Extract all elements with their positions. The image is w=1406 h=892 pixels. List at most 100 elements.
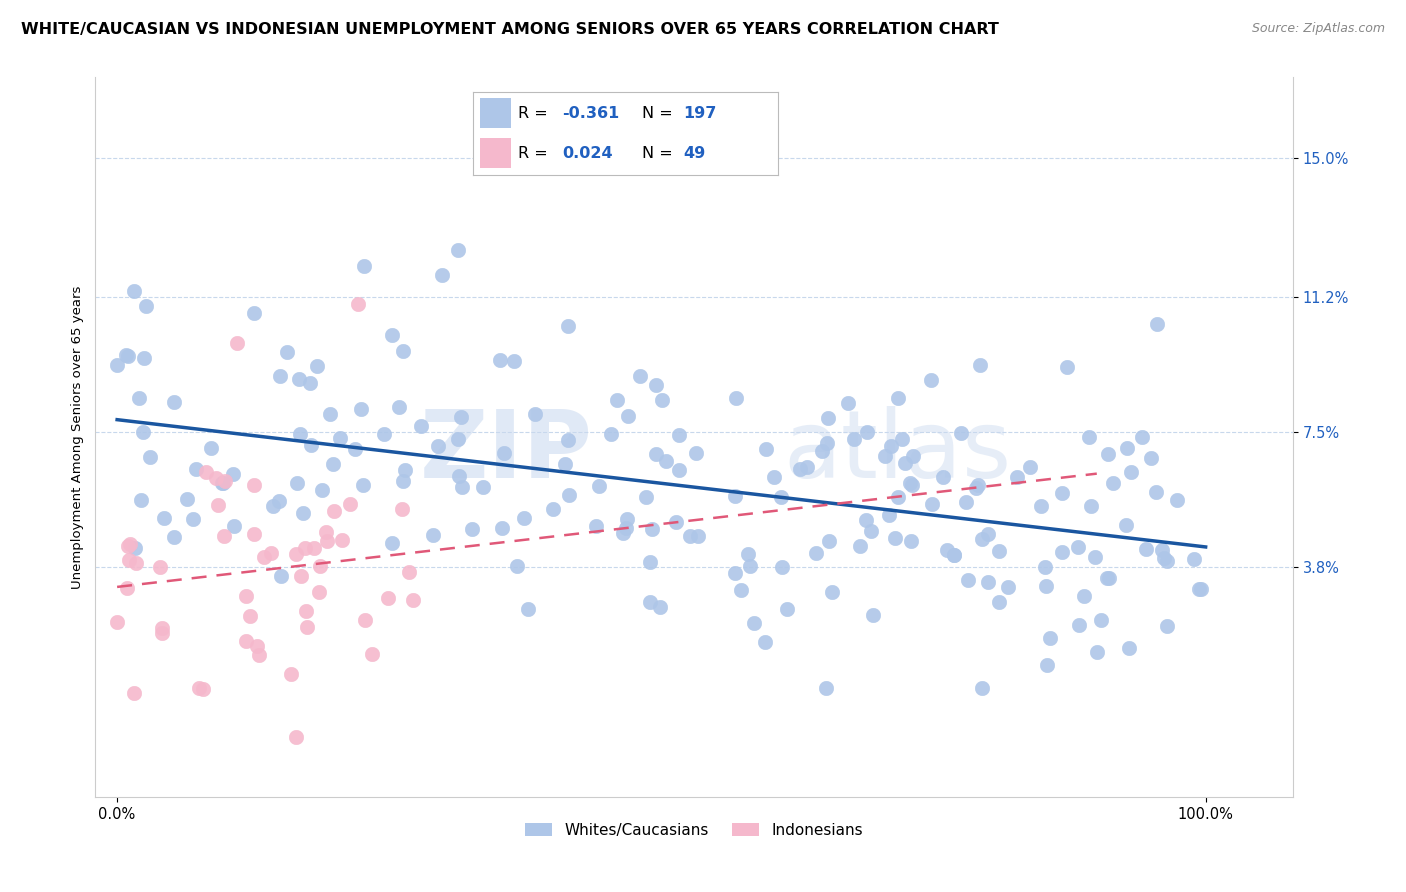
Point — [309, 558, 332, 573]
Point — [118, 553, 141, 567]
Point — [117, 539, 139, 553]
Point — [817, 533, 839, 548]
Point — [969, 358, 991, 372]
Point — [645, 378, 668, 392]
Point — [977, 574, 1000, 589]
Point — [585, 518, 607, 533]
Point — [349, 401, 371, 416]
Point — [107, 615, 129, 630]
Point — [997, 580, 1019, 594]
Point — [903, 449, 925, 463]
Point — [638, 555, 661, 569]
Point — [235, 589, 257, 603]
Point — [502, 353, 524, 368]
Point — [297, 620, 319, 634]
Point — [932, 470, 955, 484]
Point — [1102, 475, 1125, 490]
Point — [184, 462, 207, 476]
Point — [212, 475, 235, 490]
Point — [1056, 360, 1078, 375]
Point — [391, 474, 413, 488]
Point — [422, 528, 444, 542]
Point — [394, 463, 416, 477]
Point — [665, 516, 688, 530]
Point — [558, 488, 581, 502]
Point — [1036, 657, 1059, 672]
Point — [817, 410, 839, 425]
Point — [1135, 541, 1157, 556]
Point — [132, 351, 155, 365]
Point — [730, 583, 752, 598]
Point — [943, 548, 966, 562]
Point — [163, 395, 186, 409]
Point — [304, 541, 326, 556]
Point — [837, 395, 859, 409]
Point — [205, 471, 228, 485]
Point — [856, 425, 879, 439]
Point — [1019, 459, 1042, 474]
Point — [1188, 582, 1211, 596]
Point — [1189, 582, 1212, 597]
Point — [392, 343, 415, 358]
Point — [211, 476, 233, 491]
Point — [450, 480, 472, 494]
Point — [654, 454, 676, 468]
Point — [235, 633, 257, 648]
Point — [402, 593, 425, 607]
Point — [222, 467, 245, 481]
Point — [285, 475, 308, 490]
Point — [187, 681, 209, 695]
Point — [411, 419, 433, 434]
Point — [398, 565, 420, 579]
Point — [225, 335, 247, 350]
Point — [373, 427, 395, 442]
Point — [1097, 448, 1119, 462]
Point — [557, 433, 579, 447]
Point — [284, 547, 307, 561]
Point — [506, 559, 529, 574]
Point — [523, 407, 546, 421]
Point — [426, 439, 449, 453]
Point — [311, 483, 333, 498]
Point — [776, 602, 799, 616]
Point — [842, 432, 865, 446]
Point — [242, 527, 264, 541]
Point — [491, 520, 513, 534]
Point — [879, 508, 901, 522]
Point — [724, 566, 747, 580]
Point — [1153, 550, 1175, 565]
Point — [1085, 645, 1108, 659]
Point — [1140, 451, 1163, 466]
Point — [315, 524, 337, 539]
Point — [1098, 571, 1121, 585]
Point — [117, 349, 139, 363]
Point — [346, 297, 368, 311]
Point — [606, 392, 628, 407]
Point — [763, 470, 786, 484]
Point — [207, 499, 229, 513]
Point — [1080, 500, 1102, 514]
Point — [737, 547, 759, 561]
Point — [1156, 554, 1178, 568]
Point — [1005, 470, 1028, 484]
Point — [381, 328, 404, 343]
Point — [460, 522, 482, 536]
Point — [176, 492, 198, 507]
Point — [1156, 619, 1178, 633]
Point — [617, 409, 640, 423]
Point — [616, 512, 638, 526]
Point — [194, 465, 217, 479]
Point — [135, 299, 157, 313]
Point — [900, 478, 922, 492]
Point — [873, 449, 896, 463]
Text: WHITE/CAUCASIAN VS INDONESIAN UNEMPLOYMENT AMONG SENIORS OVER 65 YEARS CORRELATI: WHITE/CAUCASIAN VS INDONESIAN UNEMPLOYME… — [21, 22, 1000, 37]
Point — [262, 500, 284, 514]
Point — [900, 534, 922, 549]
Point — [129, 493, 152, 508]
Point — [276, 344, 298, 359]
Point — [150, 621, 173, 635]
Point — [239, 609, 262, 624]
Point — [125, 556, 148, 570]
Point — [955, 495, 977, 509]
Point — [965, 481, 987, 495]
